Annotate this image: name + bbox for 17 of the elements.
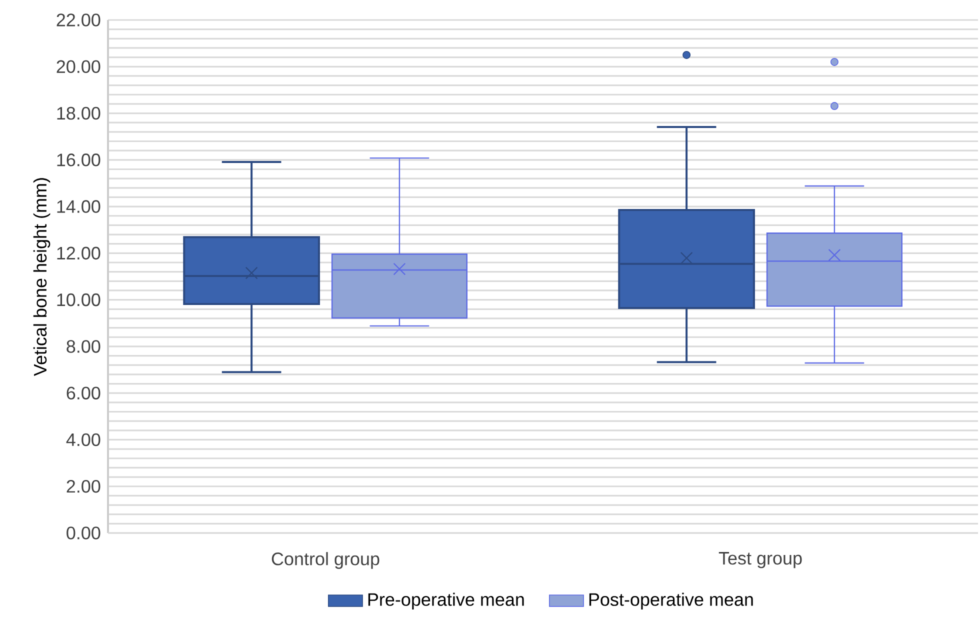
x-tick-label: Test group <box>718 552 802 568</box>
y-tick-label: 4.00 <box>66 433 100 446</box>
y-tick-label: 6.00 <box>66 386 100 400</box>
legend-label: Pre-operative mean <box>368 592 524 610</box>
y-tick-label: 0.00 <box>66 526 100 540</box>
x-tick-label: Control group <box>272 552 380 569</box>
y-tick-label: 8.00 <box>66 340 100 353</box>
y-axis-title: Vetical bone height (mm) <box>33 178 50 376</box>
legend-label: Post-operative mean <box>589 592 753 610</box>
y-tick-label: 18.00 <box>57 106 100 120</box>
y-tick-label: 14.00 <box>57 200 100 213</box>
y-tick-label: 2.00 <box>66 480 100 493</box>
y-tick-label: 10.00 <box>57 293 100 306</box>
y-tick-label: 20.00 <box>56 60 100 74</box>
y-tick-label: 16.00 <box>57 154 100 166</box>
y-tick-label: 12.00 <box>57 246 100 260</box>
y-tick-label: 22.00 <box>56 14 100 26</box>
